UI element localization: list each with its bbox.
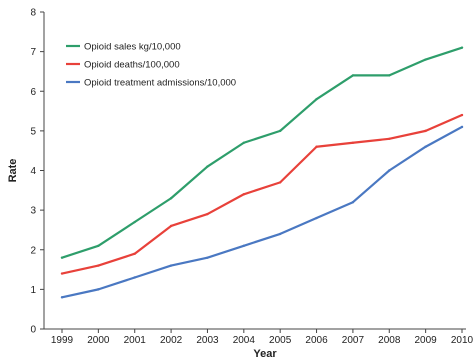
x-tick-label: 2002	[160, 335, 183, 346]
legend-label-2: Opioid deaths/100,000	[84, 60, 180, 71]
data-point	[388, 137, 391, 140]
x-tick-label: 2008	[378, 335, 401, 346]
legend-label-3: Opioid treatment admissions/10,000	[84, 78, 236, 89]
data-point	[388, 169, 391, 172]
data-point	[133, 220, 136, 224]
data-point	[278, 181, 282, 184]
x-tick-label: 2007	[342, 335, 365, 346]
y-tick-label: 5	[30, 126, 36, 137]
data-point	[315, 97, 318, 101]
data-point	[351, 141, 355, 144]
data-point	[133, 252, 136, 255]
series-lines	[60, 46, 464, 299]
data-point	[278, 232, 282, 236]
data-point	[424, 129, 427, 133]
data-point	[60, 296, 64, 299]
y-tick-label: 3	[30, 206, 36, 217]
y-tick-label: 2	[30, 245, 36, 256]
data-point	[460, 46, 464, 49]
data-point	[351, 74, 355, 77]
data-point	[60, 272, 64, 275]
x-tick-label: 2005	[269, 335, 292, 346]
data-point	[97, 288, 100, 291]
ticks: 0 1 2 3 4 5 6 7 8 1999 2000 2001 2002 2003 2004 2005 200…	[30, 8, 473, 347]
x-tick-label: 2004	[233, 335, 256, 346]
y-tick-label: 1	[30, 285, 36, 296]
data-point	[133, 276, 136, 279]
data-point	[315, 216, 318, 220]
data-point	[351, 201, 355, 204]
data-point	[278, 129, 282, 133]
data-point	[169, 197, 173, 200]
legend-label-1: Opioid sales kg/10,000	[84, 42, 181, 53]
x-tick-label: 2010	[451, 335, 473, 346]
y-tick-label: 0	[30, 325, 36, 336]
x-tick-label: 2009	[415, 335, 438, 346]
legend: Opioid sales kg/10,000 Opioid deaths/100,…	[66, 42, 236, 89]
x-tick-label: 2003	[196, 335, 219, 346]
data-point	[169, 224, 173, 228]
y-tick-label: 4	[30, 166, 36, 177]
data-point	[424, 58, 427, 61]
x-tick-label: 2000	[87, 335, 110, 346]
data-point	[97, 244, 100, 247]
data-point	[242, 193, 246, 196]
data-point	[206, 256, 209, 259]
x-tick-label: 1999	[51, 335, 74, 346]
y-tick-label: 6	[30, 87, 36, 98]
x-axis-title: Year	[253, 348, 277, 360]
data-point	[315, 145, 318, 148]
data-point	[206, 212, 209, 216]
x-tick-label: 2006	[305, 335, 328, 346]
series-line-1	[60, 46, 464, 259]
data-point	[242, 141, 246, 144]
y-tick-label: 7	[30, 47, 36, 58]
y-axis-title: Rate	[7, 159, 19, 183]
data-point	[169, 264, 173, 267]
data-point	[60, 256, 64, 259]
data-point	[206, 165, 209, 168]
data-point	[460, 113, 464, 117]
series-line-3	[60, 125, 464, 299]
data-point	[242, 244, 246, 247]
data-point	[460, 125, 464, 129]
data-point	[97, 264, 100, 267]
data-point	[388, 74, 391, 77]
y-tick-label: 8	[30, 8, 36, 19]
x-tick-label: 2001	[124, 335, 147, 346]
series-line-2	[60, 113, 464, 275]
data-point	[424, 145, 427, 148]
